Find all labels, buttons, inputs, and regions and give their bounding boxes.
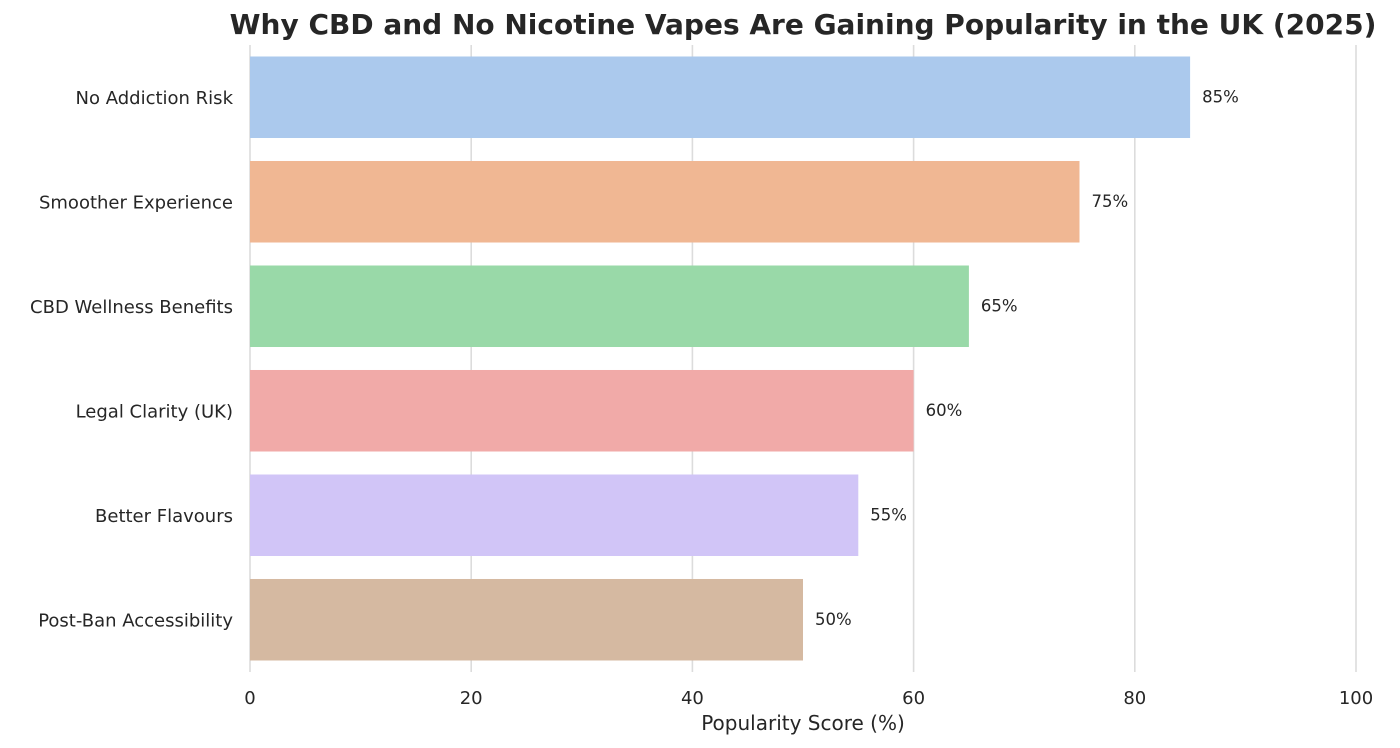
x-tick-label: 100 — [1339, 688, 1373, 709]
bar-value-label: 60% — [926, 401, 963, 420]
bar — [250, 160, 1080, 243]
labels: 0 20 40 60 80 100 No Addiction Risk 85% Smoother… — [30, 87, 1373, 709]
x-tick-label: 20 — [460, 688, 483, 709]
bars — [250, 56, 1191, 661]
chart-title: Why CBD and No Nicotine Vapes Are Gainin… — [230, 8, 1377, 41]
bar — [250, 265, 969, 348]
x-tick-label: 40 — [681, 688, 704, 709]
x-tick-label: 60 — [902, 688, 925, 709]
x-tick-label: 80 — [1123, 688, 1146, 709]
bar-value-label: 50% — [815, 610, 852, 629]
bar — [250, 56, 1191, 139]
grid-lines — [249, 45, 1357, 672]
bar-value-label: 65% — [981, 296, 1018, 315]
bar — [250, 578, 803, 661]
y-category-label: Smoother Experience — [39, 192, 233, 213]
bar-value-label: 75% — [1092, 192, 1129, 211]
bar — [250, 474, 859, 557]
bar-value-label: 85% — [1202, 87, 1239, 106]
y-category-label: CBD Wellness Benefits — [30, 297, 233, 318]
y-category-label: Better Flavours — [95, 506, 233, 527]
x-axis-label: Popularity Score (%) — [701, 711, 905, 735]
x-tick-label: 0 — [244, 688, 255, 709]
bar-value-label: 55% — [870, 505, 907, 524]
y-category-label: Post-Ban Accessibility — [38, 610, 233, 631]
y-category-label: Legal Clarity (UK) — [76, 401, 233, 422]
bar — [250, 369, 914, 452]
y-category-label: No Addiction Risk — [76, 88, 234, 109]
